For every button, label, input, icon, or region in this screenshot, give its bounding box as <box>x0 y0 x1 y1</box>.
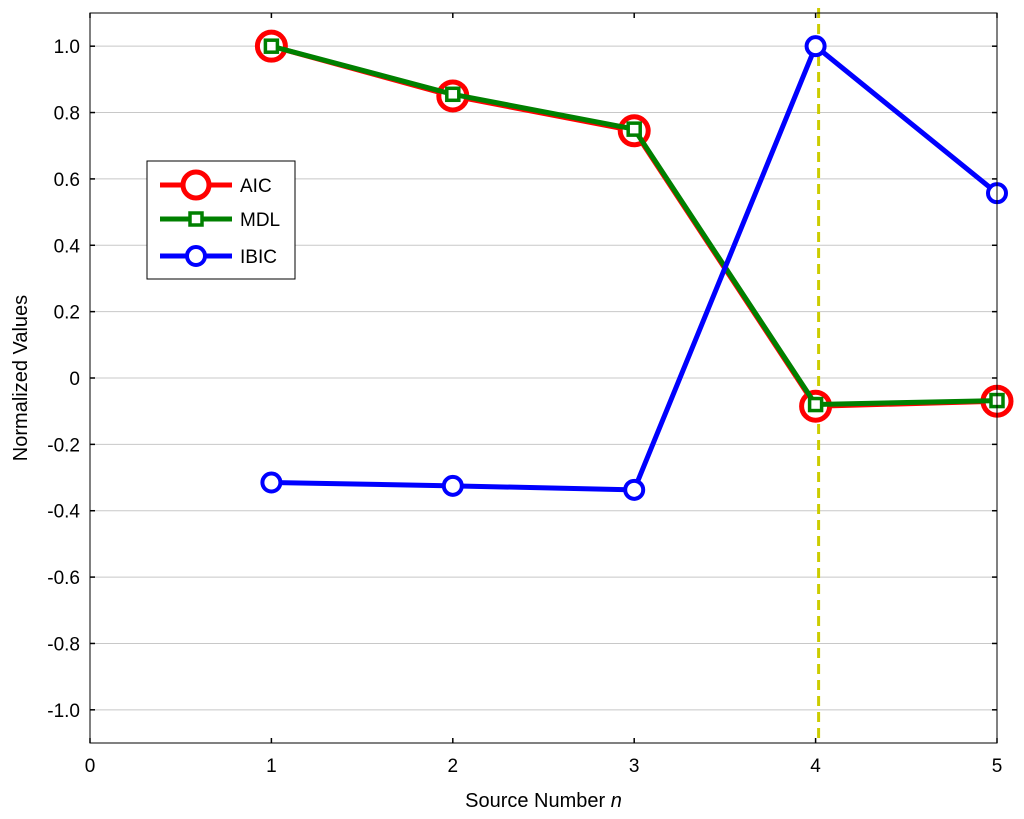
data-point <box>445 86 461 103</box>
legend-label: IBIC <box>240 247 277 268</box>
series-group <box>254 29 1014 501</box>
legend-marker <box>185 245 207 267</box>
series-mdl <box>263 38 1005 413</box>
data-point <box>263 38 280 54</box>
legend-entry: AIC <box>160 169 272 201</box>
series-aic <box>254 29 1014 423</box>
x-tick-label: 1 <box>266 756 277 777</box>
legend-entry: MDL <box>160 210 280 231</box>
y-tick-label: -1.0 <box>47 701 80 722</box>
data-point <box>626 121 642 137</box>
series-line <box>270 43 998 408</box>
y-tick-label: -0.2 <box>47 435 80 456</box>
x-tick-label: 4 <box>810 756 821 777</box>
data-point <box>804 35 827 58</box>
series-ibic <box>260 35 1008 501</box>
legend-marker <box>188 211 204 227</box>
x-tick-label: 5 <box>992 756 1003 777</box>
x-axis-title-text: Source Number <box>465 790 605 812</box>
x-tick-label: 3 <box>629 756 640 777</box>
series-line <box>270 43 998 409</box>
data-point <box>260 471 283 494</box>
legend-label: AIC <box>240 176 272 197</box>
legend-marker <box>180 169 212 201</box>
grid-lines <box>90 45 997 711</box>
data-point <box>441 474 464 497</box>
legend-label: MDL <box>240 210 280 231</box>
y-tick-label: 0.6 <box>54 170 80 191</box>
y-tick-label: 0.2 <box>54 303 80 324</box>
x-tick-label: 0 <box>85 756 96 777</box>
y-tick-label: 0.8 <box>54 104 80 125</box>
y-tick-label: 0 <box>69 369 80 390</box>
y-tick-labels: 1.0 0.8 0.6 0.4 0.2 0 -0.2 -0.4 -0.6 -0.8 -1.0 <box>47 37 80 722</box>
y-axis-title: Normalized Values <box>10 295 32 461</box>
y-tick-label: 1.0 <box>54 37 80 58</box>
legend-entry: IBIC <box>160 245 277 268</box>
data-point <box>807 396 824 413</box>
x-axis-title-variable: n <box>611 790 622 812</box>
y-tick-label: -0.6 <box>47 568 80 589</box>
x-tick-labels: 0 1 2 3 4 5 <box>85 756 1003 777</box>
y-tick-label: 0.4 <box>54 236 81 257</box>
y-tick-label: -0.8 <box>47 634 80 655</box>
legend: AIC MDL IBIC <box>146 160 296 280</box>
y-tick-label: -0.4 <box>47 502 80 523</box>
tick-marks <box>89 13 998 743</box>
x-tick-label: 2 <box>448 756 459 777</box>
x-axis-title: Source Number n <box>465 790 622 812</box>
data-point <box>623 478 646 501</box>
